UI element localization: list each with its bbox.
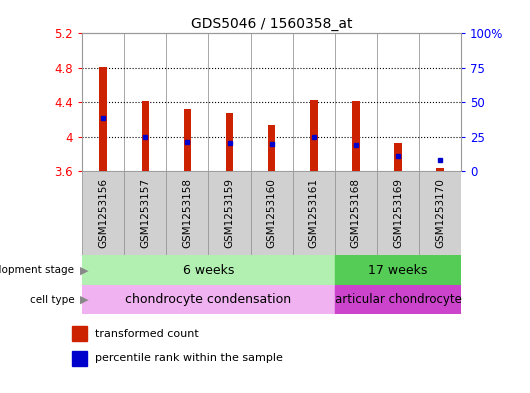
Bar xyxy=(436,168,444,171)
Text: 17 weeks: 17 weeks xyxy=(368,264,428,277)
Bar xyxy=(100,67,107,171)
Bar xyxy=(419,171,461,255)
Bar xyxy=(377,171,419,255)
Bar xyxy=(352,101,360,171)
Text: GSM1253157: GSM1253157 xyxy=(140,178,151,248)
Bar xyxy=(310,99,317,171)
Text: percentile rank within the sample: percentile rank within the sample xyxy=(95,353,283,363)
Text: transformed count: transformed count xyxy=(95,329,199,339)
Bar xyxy=(293,171,335,255)
Text: articular chondrocyte: articular chondrocyte xyxy=(334,293,462,306)
Title: GDS5046 / 1560358_at: GDS5046 / 1560358_at xyxy=(191,17,352,31)
Text: GSM1253161: GSM1253161 xyxy=(309,178,319,248)
Bar xyxy=(82,285,335,314)
Bar xyxy=(268,125,276,171)
Bar xyxy=(72,326,87,341)
Text: GSM1253158: GSM1253158 xyxy=(182,178,192,248)
Text: 6 weeks: 6 weeks xyxy=(183,264,234,277)
Bar xyxy=(142,101,149,171)
Bar xyxy=(166,171,208,255)
Text: GSM1253159: GSM1253159 xyxy=(225,178,234,248)
Bar xyxy=(335,171,377,255)
Text: GSM1253169: GSM1253169 xyxy=(393,178,403,248)
Text: cell type: cell type xyxy=(30,295,74,305)
Bar xyxy=(82,255,335,285)
Text: ▶: ▶ xyxy=(80,265,88,275)
Text: chondrocyte condensation: chondrocyte condensation xyxy=(126,293,292,306)
Text: GSM1253156: GSM1253156 xyxy=(98,178,108,248)
Bar xyxy=(335,285,461,314)
Bar xyxy=(251,171,293,255)
Bar xyxy=(226,113,233,171)
Text: development stage: development stage xyxy=(0,265,74,275)
Bar xyxy=(82,171,124,255)
Text: GSM1253168: GSM1253168 xyxy=(351,178,361,248)
Bar xyxy=(72,351,87,365)
Text: GSM1253160: GSM1253160 xyxy=(267,178,277,248)
Bar xyxy=(124,171,166,255)
Bar xyxy=(183,109,191,171)
Text: ▶: ▶ xyxy=(80,295,88,305)
Bar xyxy=(335,255,461,285)
Text: GSM1253170: GSM1253170 xyxy=(435,178,445,248)
Bar xyxy=(394,143,402,171)
Bar xyxy=(208,171,251,255)
